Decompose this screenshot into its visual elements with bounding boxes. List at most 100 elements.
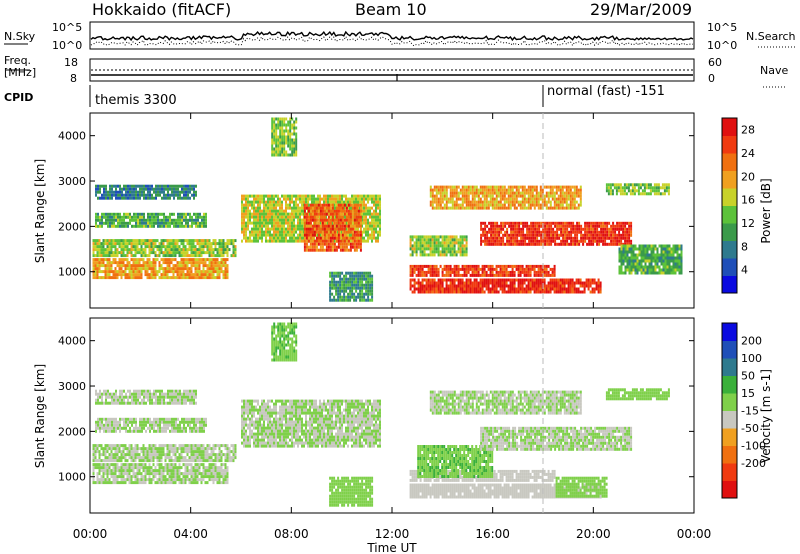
- power-echo-region: [95, 184, 197, 200]
- colorbar-tick-label: 100: [741, 352, 762, 365]
- x-tick-label: 08:00: [274, 527, 309, 541]
- velocity-echo-region: [241, 399, 381, 448]
- power-echo-region: [271, 117, 298, 157]
- freq-tick-bottom: 8: [70, 72, 77, 85]
- colorbar-swatch: [722, 393, 737, 411]
- x-tick-label: 00:00: [677, 527, 712, 541]
- colorbar-frame: [721, 322, 738, 499]
- colorbar-tick-label: 16: [741, 194, 755, 207]
- station-title: Hokkaido (fitACF): [92, 0, 231, 19]
- nsky-strip-frame: [89, 21, 695, 50]
- x-axis-title: Time UT: [366, 541, 417, 554]
- velocity-echo-region: [480, 426, 633, 451]
- power-colorbar: 4 8 12 16 20 24 28: [721, 117, 755, 294]
- velocity-y-axis-label: Slant Range [km]: [33, 364, 47, 468]
- velocity-echo-region: [329, 476, 374, 507]
- power-echo-region: [480, 221, 633, 246]
- power-echo-region: [329, 271, 374, 302]
- nsky-series: [90, 30, 694, 42]
- colorbar-tick-label: 20: [741, 170, 755, 183]
- colorbar-tick-label: 8: [741, 240, 748, 253]
- power-echo-region: [95, 212, 207, 228]
- power-echo-region: [429, 185, 582, 210]
- velocity-echo-region: [92, 444, 237, 463]
- colorbar-swatch: [722, 223, 737, 241]
- colorbar-tick-label: -200: [741, 457, 766, 470]
- power-heatmap: [92, 117, 683, 302]
- velocity-echo-region: [271, 322, 298, 362]
- colorbar-tick-label: 28: [741, 124, 755, 137]
- power-echo-region: [303, 203, 362, 252]
- freq-tick-top: 18: [64, 56, 78, 69]
- colorbar-swatch: [722, 480, 737, 499]
- y-tick-label: 1000: [58, 471, 86, 484]
- y-tick-label: 4000: [58, 335, 86, 348]
- colorbar-tick-label: 24: [741, 147, 755, 160]
- y-tick-label: 3000: [58, 380, 86, 393]
- colorbar-swatch: [722, 258, 737, 276]
- power-echo-region: [92, 239, 237, 258]
- velocity-heatmap: [92, 322, 670, 507]
- x-tick-label: 20:00: [576, 527, 611, 541]
- y-tick-label: 3000: [58, 175, 86, 188]
- freq-strip-frame: [89, 58, 695, 82]
- colorbar-tick-label: 12: [741, 217, 755, 230]
- nsky-label: N.Sky: [4, 30, 36, 43]
- nsky-tick-bottom: 10^0: [52, 39, 82, 52]
- colorbar-swatch: [722, 153, 737, 171]
- velocity-echo-region: [555, 476, 608, 498]
- colorbar-tick-label: -15: [741, 405, 759, 418]
- colorbar-swatch: [722, 188, 737, 206]
- cpid-label: CPID: [4, 91, 33, 104]
- x-tick-label: 00:00: [73, 527, 108, 541]
- velocity-colorbar-label: Velocity [m s-1]: [759, 369, 773, 463]
- colorbar-frame: [721, 117, 738, 294]
- date-title: 29/Mar/2009: [590, 0, 692, 19]
- power-echo-region: [92, 258, 229, 280]
- nave-tick-top: 60: [708, 56, 722, 69]
- colorbar-swatch: [722, 135, 737, 154]
- power-colorbar-label: Power [dB]: [759, 178, 773, 243]
- x-tick-label: 16:00: [475, 527, 510, 541]
- x-tick-label: 12:00: [375, 527, 410, 541]
- nsky-tick-top: 10^5: [52, 21, 82, 34]
- colorbar-swatch: [722, 428, 737, 446]
- colorbar-swatch: [722, 275, 737, 294]
- colorbar-tick-label: -50: [741, 422, 759, 435]
- colorbar-swatch: [722, 240, 737, 259]
- x-tick-label: 04:00: [173, 527, 208, 541]
- power-echo-region: [409, 264, 556, 277]
- nsearch-series: [90, 35, 694, 47]
- colorbar-swatch: [722, 340, 737, 359]
- colorbar-swatch: [722, 375, 737, 394]
- cpid-mode-themis: themis 3300: [95, 93, 177, 108]
- nsearch-tick-top: 10^5: [707, 21, 737, 34]
- beam-title: Beam 10: [355, 0, 427, 19]
- velocity-colorbar: 200 100 50 15 -15 -50 -100 -200: [721, 322, 766, 499]
- cpid-mode-normal: normal (fast) -151: [547, 84, 665, 99]
- freq-unit-label: [MHz]: [4, 66, 36, 79]
- power-y-axis-label: Slant Range [km]: [33, 159, 47, 263]
- colorbar-tick-label: 4: [741, 264, 748, 277]
- power-echo-region: [605, 183, 670, 196]
- y-tick-label: 4000: [58, 130, 86, 143]
- y-tick-label: 2000: [58, 220, 86, 233]
- nave-label: Nave: [760, 64, 788, 77]
- velocity-echo-region: [95, 417, 207, 433]
- velocity-y-axis: 1000 2000 3000 4000: [58, 335, 694, 484]
- colorbar-swatch: [722, 358, 737, 376]
- colorbar-swatch: [722, 323, 737, 341]
- colorbar-tick-label: -100: [741, 440, 766, 453]
- velocity-echo-region: [92, 463, 229, 485]
- velocity-echo-region: [95, 389, 197, 405]
- colorbar-swatch: [722, 463, 737, 481]
- colorbar-swatch: [722, 410, 737, 429]
- colorbar-swatch: [722, 445, 737, 464]
- colorbar-tick-label: 50: [741, 370, 755, 383]
- power-echo-region: [409, 235, 468, 257]
- colorbar-tick-label: 200: [741, 335, 762, 348]
- colorbar-swatch: [722, 170, 737, 189]
- nsearch-tick-bottom: 10^0: [707, 39, 737, 52]
- velocity-echo-region: [605, 388, 670, 401]
